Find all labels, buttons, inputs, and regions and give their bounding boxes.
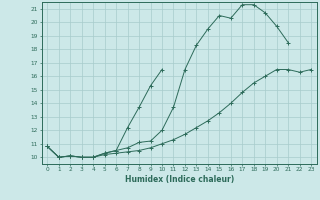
X-axis label: Humidex (Indice chaleur): Humidex (Indice chaleur): [124, 175, 234, 184]
